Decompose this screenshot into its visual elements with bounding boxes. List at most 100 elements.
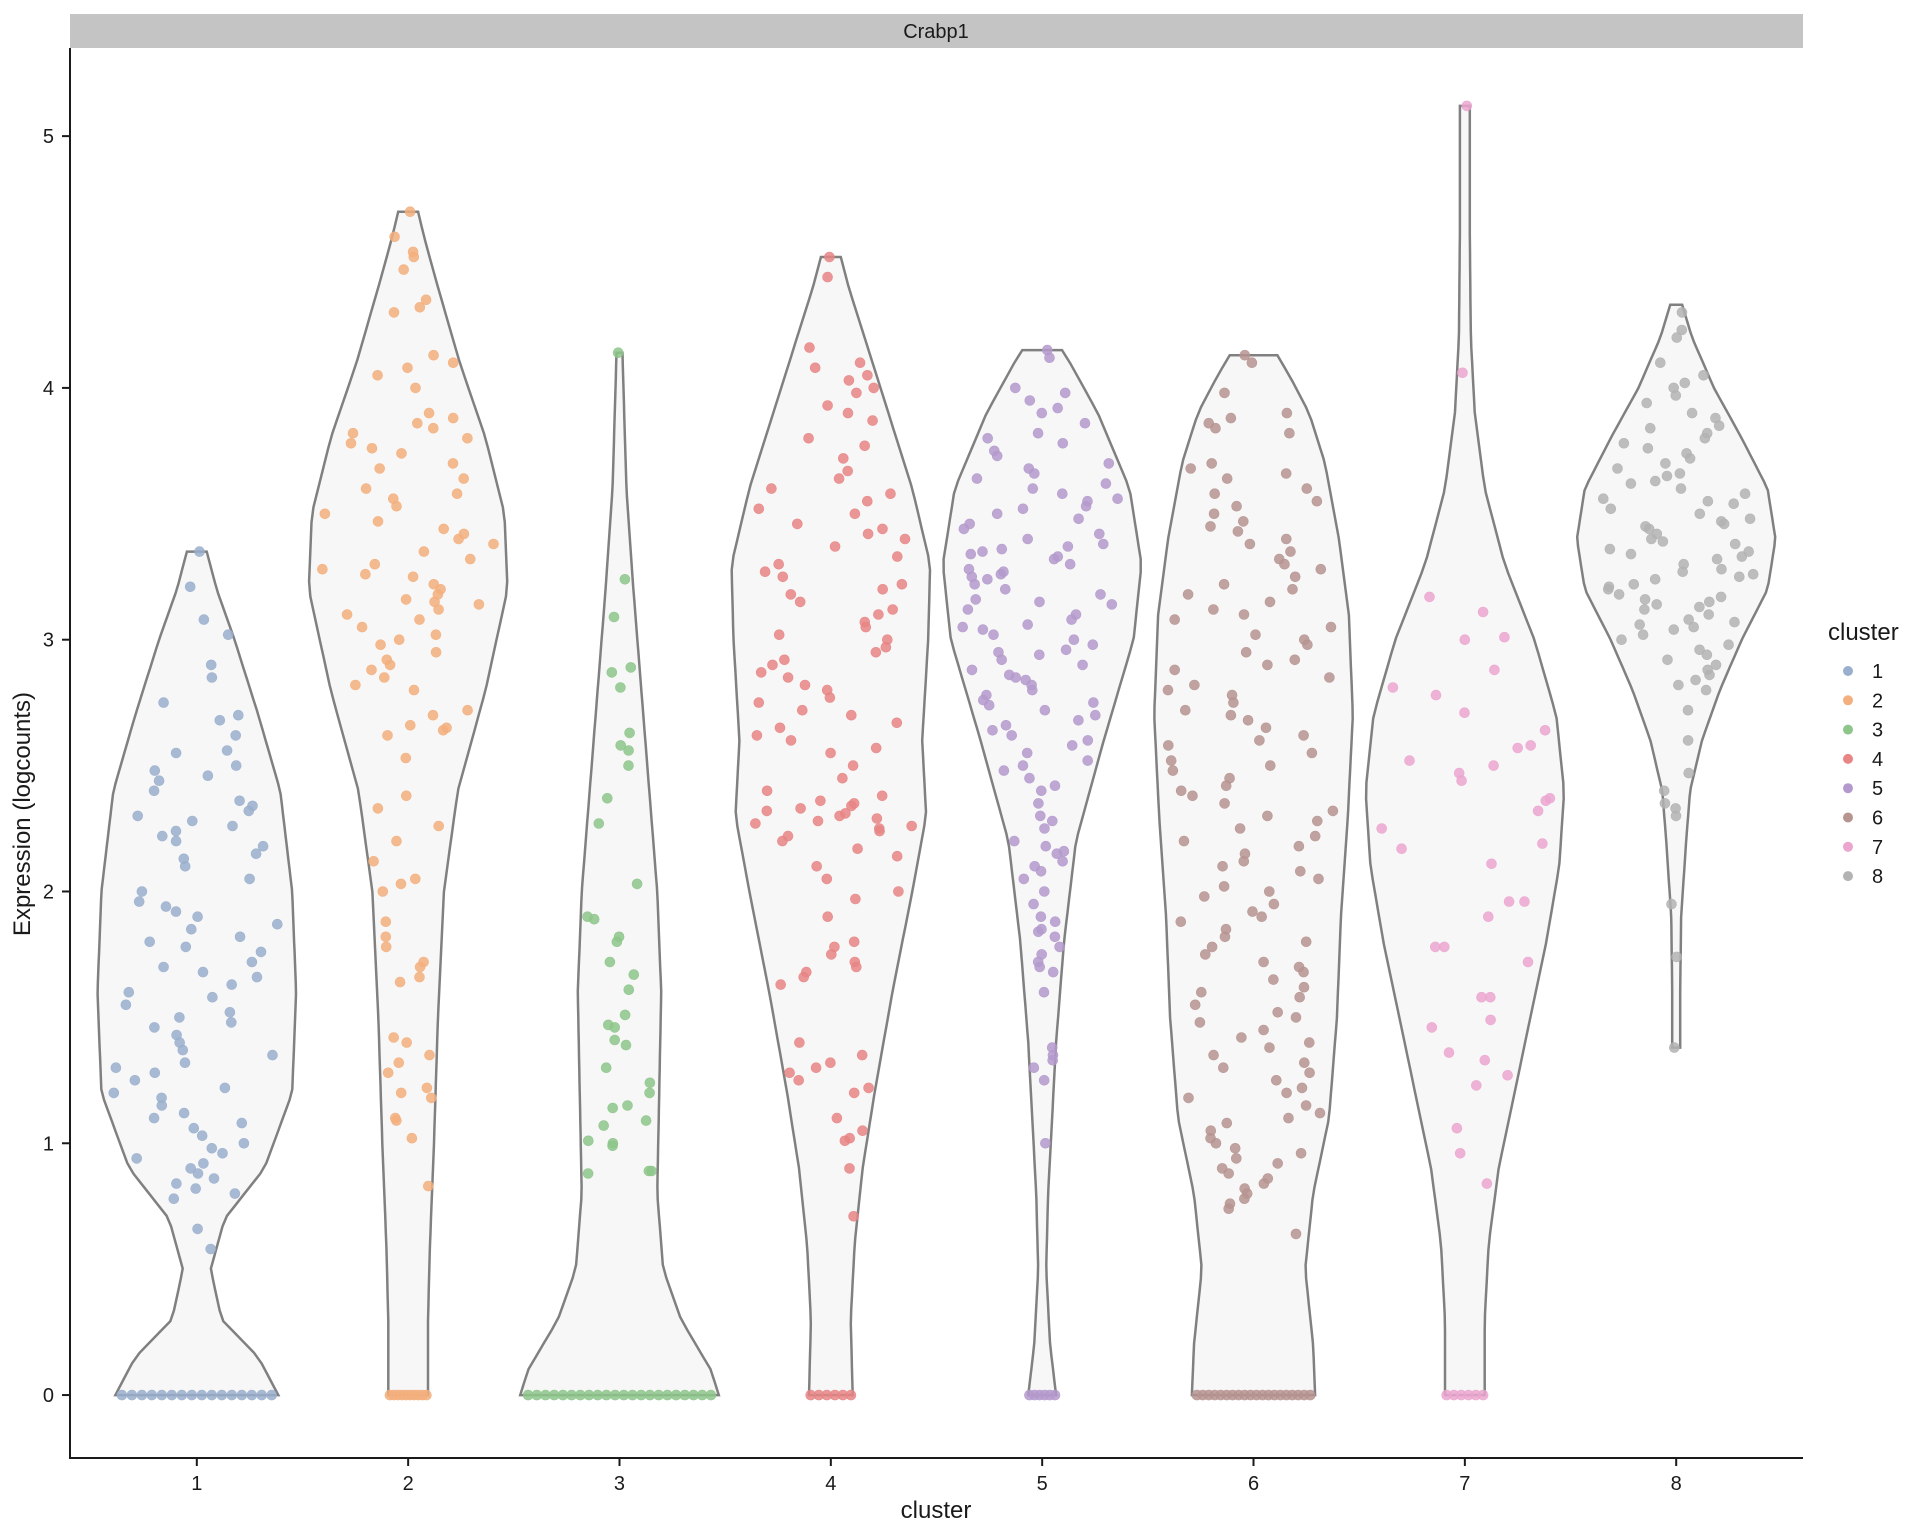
data-point-cluster-6	[1240, 646, 1252, 658]
legend-key-8	[1843, 871, 1853, 882]
data-point-cluster-4	[850, 961, 862, 973]
y-tick-label: 4	[43, 378, 54, 400]
data-point-cluster-3	[619, 1009, 631, 1021]
data-point-cluster-6	[1225, 709, 1237, 721]
data-point-cluster-4	[845, 1389, 857, 1401]
data-point-cluster-8	[1704, 596, 1715, 608]
data-point-cluster-8	[1625, 478, 1637, 489]
data-point-cluster-1	[157, 830, 168, 842]
data-point-cluster-1	[149, 1022, 160, 1033]
data-point-cluster-4	[891, 551, 903, 562]
points-layer	[108, 100, 1759, 1401]
data-point-cluster-5	[1047, 1054, 1058, 1066]
data-point-cluster-8	[1736, 551, 1748, 562]
data-point-cluster-8	[1651, 599, 1662, 610]
data-point-cluster-4	[839, 1135, 851, 1147]
data-point-cluster-8	[1710, 659, 1722, 671]
data-point-cluster-6	[1280, 468, 1292, 479]
data-point-cluster-1	[144, 936, 155, 948]
data-point-cluster-1	[226, 979, 237, 990]
legend-key-2	[1843, 695, 1853, 706]
data-point-cluster-6	[1175, 916, 1187, 928]
data-point-cluster-1	[186, 923, 197, 935]
data-point-cluster-2	[382, 730, 393, 741]
data-point-cluster-5	[1017, 760, 1029, 771]
data-point-cluster-2	[488, 538, 499, 550]
data-point-cluster-5	[1049, 931, 1061, 943]
violin-8	[1575, 303, 1777, 1049]
data-point-cluster-7	[1540, 795, 1552, 807]
data-point-cluster-1	[244, 873, 255, 885]
data-point-cluster-1	[176, 1389, 188, 1401]
data-point-cluster-8	[1657, 536, 1669, 547]
x-ticks: 1 2 3 4 5 6 7 8	[191, 1458, 1682, 1495]
data-point-cluster-6	[1163, 740, 1174, 751]
data-point-cluster-4	[810, 1062, 822, 1073]
data-point-cluster-2	[414, 971, 425, 983]
legend-title: cluster	[1828, 619, 1899, 646]
data-point-cluster-5	[983, 699, 995, 711]
data-point-cluster-6	[1187, 790, 1198, 802]
data-point-cluster-2	[437, 724, 449, 736]
data-point-cluster-5	[1052, 402, 1063, 414]
data-point-cluster-6	[1299, 1057, 1310, 1068]
data-point-cluster-5	[1100, 478, 1112, 489]
data-point-cluster-6	[1306, 747, 1318, 759]
data-point-cluster-6	[1298, 966, 1309, 978]
data-point-cluster-3	[622, 1100, 633, 1111]
data-point-cluster-5	[1044, 352, 1055, 364]
data-point-cluster-8	[1675, 483, 1687, 494]
data-point-cluster-4	[782, 672, 794, 683]
data-point-cluster-1	[198, 614, 210, 625]
data-point-cluster-4	[824, 251, 835, 263]
data-point-cluster-5	[962, 604, 974, 615]
data-point-cluster-4	[885, 488, 896, 500]
data-point-cluster-2	[425, 1092, 437, 1104]
data-point-cluster-4	[871, 813, 883, 824]
data-point-cluster-6	[1180, 704, 1191, 716]
data-point-cluster-6	[1258, 1024, 1269, 1036]
data-point-cluster-2	[423, 407, 435, 419]
data-point-cluster-1	[205, 659, 217, 671]
data-point-cluster-5	[999, 583, 1011, 595]
data-point-cluster-1	[196, 1130, 208, 1141]
data-point-cluster-2	[410, 382, 421, 394]
data-point-cluster-2	[407, 571, 419, 583]
data-point-cluster-6	[1219, 931, 1231, 943]
legend-key-1	[1843, 666, 1853, 676]
data-point-cluster-5	[1082, 755, 1093, 766]
data-point-cluster-8	[1671, 332, 1683, 343]
data-point-cluster-2	[438, 523, 450, 535]
x-tick-label: 5	[1037, 1473, 1048, 1495]
data-point-cluster-2	[406, 1132, 418, 1144]
data-point-cluster-7	[1430, 941, 1441, 953]
data-point-cluster-7	[1439, 941, 1450, 953]
data-point-cluster-4	[825, 949, 837, 960]
violin-2	[307, 210, 509, 1397]
data-point-cluster-5	[1051, 848, 1063, 860]
data-point-cluster-2	[462, 704, 473, 716]
data-point-cluster-3	[705, 1389, 717, 1401]
data-point-cluster-6	[1304, 1389, 1316, 1401]
data-point-cluster-6	[1262, 659, 1273, 671]
data-point-cluster-8	[1625, 548, 1637, 560]
data-point-cluster-5	[1039, 704, 1051, 716]
data-point-cluster-2	[384, 659, 396, 671]
data-point-cluster-5	[1009, 382, 1021, 394]
data-point-cluster-6	[1208, 1049, 1219, 1061]
data-point-cluster-5	[958, 523, 970, 535]
data-point-cluster-5	[1035, 865, 1047, 877]
data-point-cluster-1	[233, 709, 244, 721]
data-point-cluster-6	[1281, 407, 1293, 419]
data-point-cluster-4	[861, 495, 873, 507]
data-point-cluster-1	[160, 901, 172, 912]
data-point-cluster-8	[1645, 422, 1656, 434]
data-point-cluster-1	[267, 1049, 278, 1061]
data-point-cluster-6	[1295, 1148, 1307, 1159]
data-point-cluster-6	[1236, 1032, 1247, 1043]
data-point-cluster-4	[867, 415, 878, 426]
data-point-cluster-3	[607, 1140, 618, 1152]
data-point-cluster-1	[179, 860, 191, 872]
data-point-cluster-7	[1503, 896, 1515, 907]
data-point-cluster-8	[1613, 589, 1625, 600]
